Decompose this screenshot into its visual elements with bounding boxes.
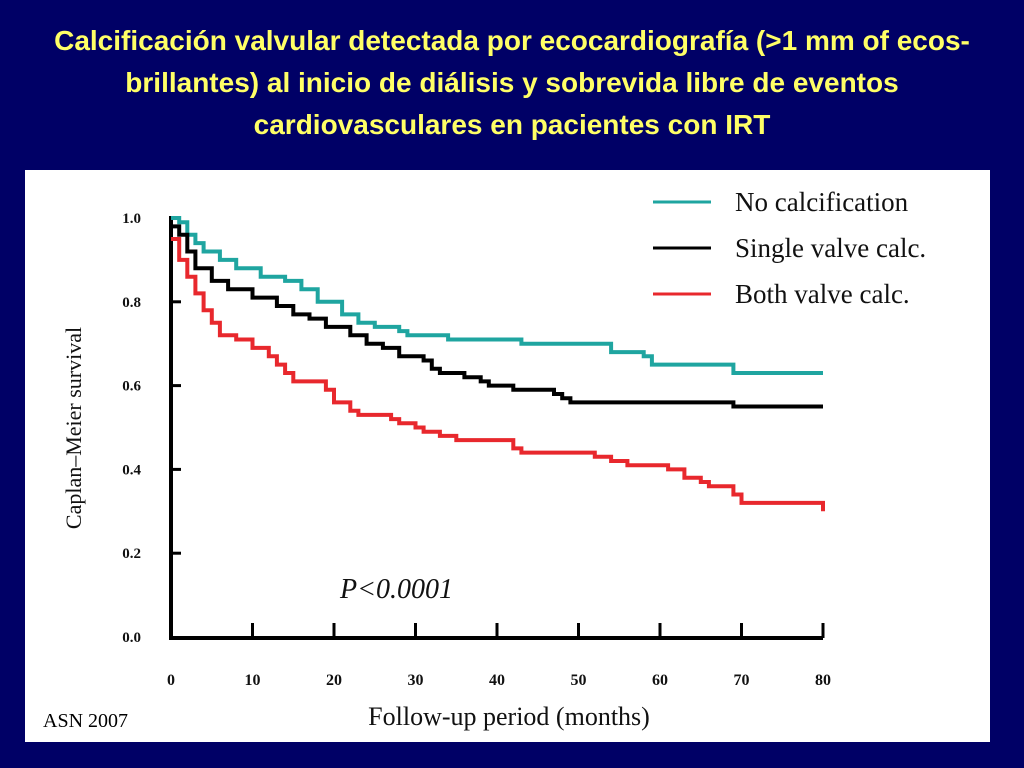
y-tick-label: 0.0	[122, 630, 141, 646]
chart-ticks: 0 10 20 30 40 50 60 70 80 0.0 0.2 0.4 0.6 0.8 1.0	[122, 211, 831, 689]
x-tick-label: 30	[408, 672, 424, 689]
x-tick-label: 60	[652, 672, 668, 689]
x-axis-label: Follow-up period (months)	[368, 702, 650, 731]
p-value-annotation: P<0.0001	[339, 574, 453, 605]
source-label: ASN 2007	[43, 710, 129, 732]
x-tick-label: 70	[734, 672, 750, 689]
slide-title: Calcificación valvular detectada por eco…	[54, 25, 970, 140]
x-tick-label: 80	[815, 672, 831, 689]
series-line-3	[171, 237, 825, 512]
x-tick-label: 10	[245, 672, 261, 689]
survival-chart: 0 10 20 30 40 50 60 70 80 0.0 0.2 0.4 0.6 0.8 1.0 No c…	[61, 187, 926, 731]
x-tick-label: 40	[489, 672, 505, 689]
chart-axes	[169, 216, 823, 640]
legend-label-2: Single valve calc.	[735, 233, 926, 263]
y-tick-label: 0.8	[122, 295, 141, 311]
legend-label-1: No calcification	[735, 187, 909, 217]
series-line-2	[171, 224, 823, 409]
chart-panel: 0 10 20 30 40 50 60 70 80 0.0 0.2 0.4 0.6 0.8 1.0 No c…	[25, 170, 990, 742]
y-tick-label: 1.0	[122, 211, 141, 227]
x-tick-label: 50	[571, 672, 587, 689]
legend-label-3: Both valve calc.	[735, 279, 910, 309]
x-tick-label: 0	[167, 672, 175, 689]
series-line-1	[171, 216, 823, 375]
y-tick-label: 0.6	[122, 379, 141, 395]
y-axis-label: Caplan–Meier survival	[61, 327, 86, 529]
y-tick-label: 0.4	[122, 462, 141, 478]
chart-series	[171, 216, 825, 512]
y-tick-label: 0.2	[122, 546, 141, 562]
chart-legend: No calcification Single valve calc. Both v…	[653, 187, 926, 309]
x-tick-label: 20	[326, 672, 342, 689]
